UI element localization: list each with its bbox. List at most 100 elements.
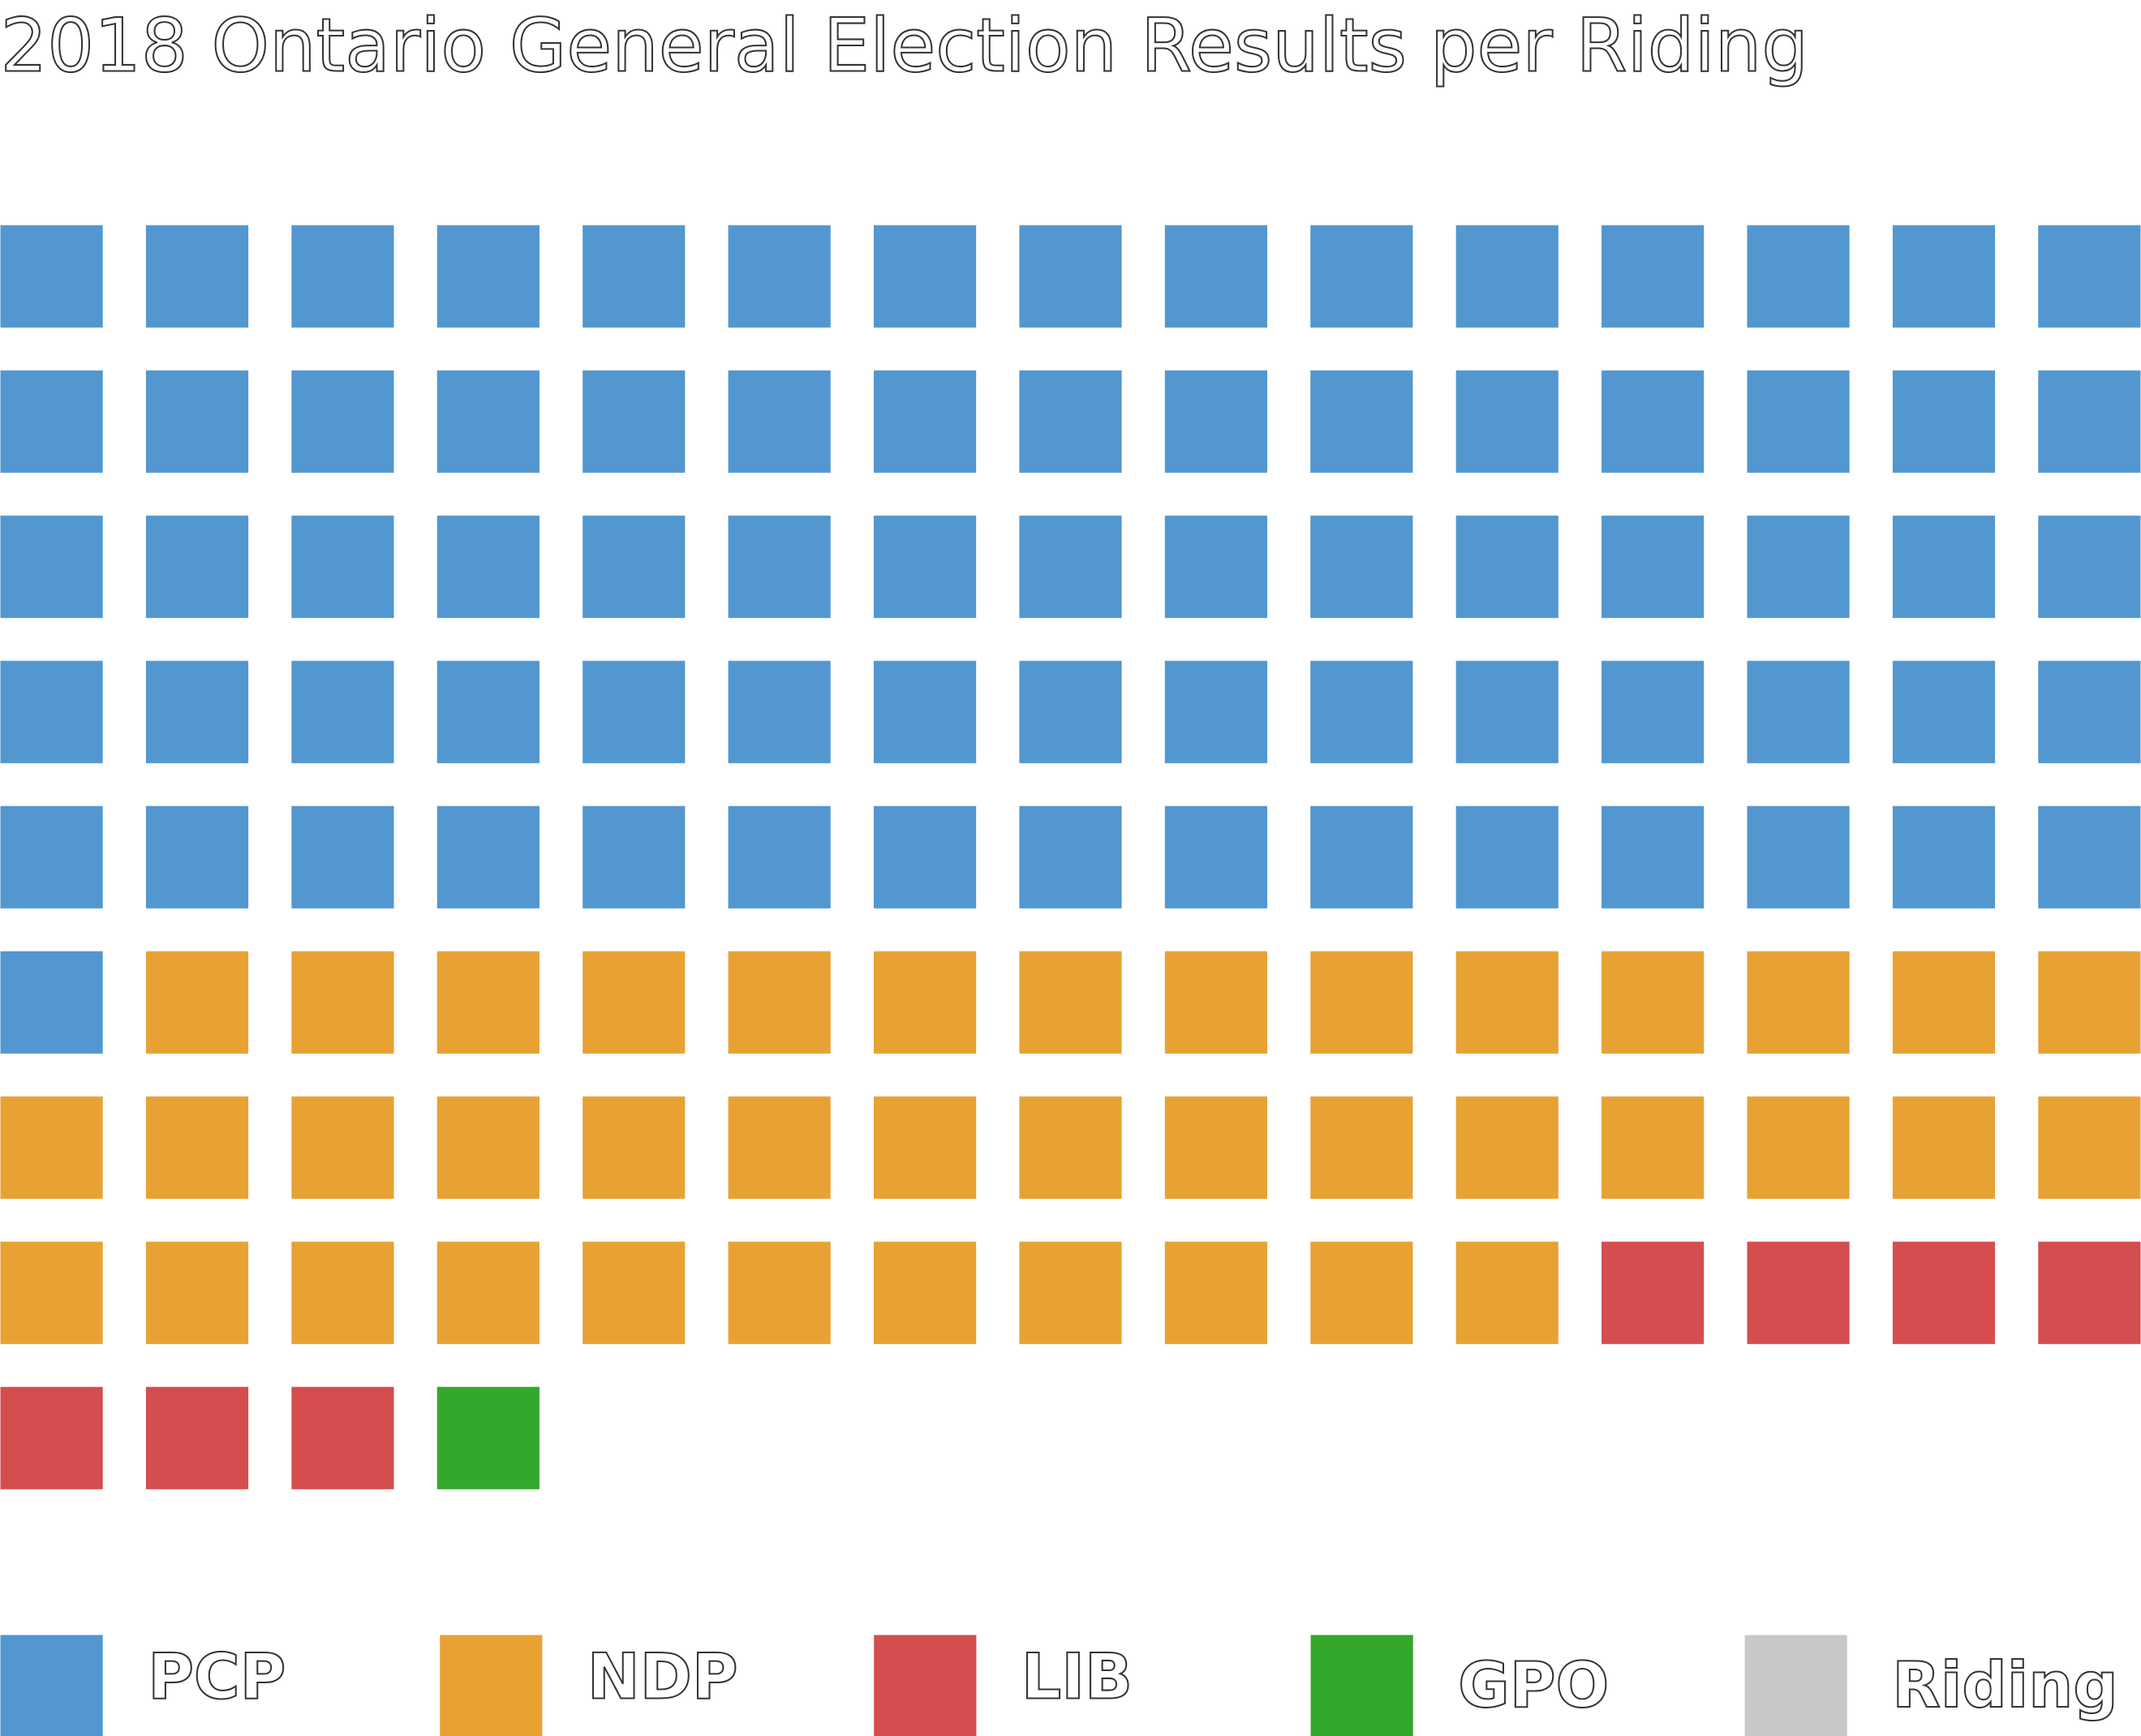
waffle-cell: [2038, 225, 2141, 328]
waffle-cell: [583, 515, 686, 618]
waffle-cell: [1892, 806, 1996, 909]
waffle-cell: [1019, 1096, 1122, 1199]
waffle-cell: [145, 1241, 249, 1344]
waffle-cell: [1164, 1096, 1268, 1199]
waffle-cell: [1310, 1096, 1413, 1199]
waffle-cell: [2038, 660, 2141, 763]
waffle-cell: [728, 806, 831, 909]
waffle-cell: [1747, 1096, 1850, 1199]
waffle-cell: [436, 951, 540, 1054]
waffle-cell: [1892, 225, 1996, 328]
waffle-cell: [1164, 515, 1268, 618]
waffle-cell: [1164, 370, 1268, 473]
waffle-cell: [583, 1096, 686, 1199]
waffle-cell: [583, 951, 686, 1054]
waffle-cell: [1601, 1096, 1705, 1199]
waffle-cell: [0, 515, 103, 618]
waffle-cell: [291, 370, 394, 473]
waffle-cell: [1164, 660, 1268, 763]
waffle-cell: [1601, 225, 1705, 328]
waffle-cell: [2038, 806, 2141, 909]
waffle-cell: [728, 951, 831, 1054]
waffle-cell: [1310, 225, 1413, 328]
waffle-cell: [0, 1241, 103, 1344]
waffle-cell: [291, 515, 394, 618]
waffle-cell: [1892, 660, 1996, 763]
waffle-cell: [2038, 1096, 2141, 1199]
waffle-cell: [1164, 1241, 1268, 1344]
waffle-cell: [0, 806, 103, 909]
waffle-cell: [145, 225, 249, 328]
waffle-cell: [728, 1096, 831, 1199]
waffle-cell: [291, 951, 394, 1054]
waffle-cell: [1019, 370, 1122, 473]
waffle-cell: [0, 1096, 103, 1199]
waffle-cell: [583, 225, 686, 328]
waffle-cell: [1310, 660, 1413, 763]
waffle-cell: [145, 660, 249, 763]
waffle-cell: [436, 1386, 540, 1489]
waffle-cell: [728, 1241, 831, 1344]
waffle-cell: [436, 660, 540, 763]
waffle-cell: [1310, 1241, 1413, 1344]
waffle-cell: [0, 225, 103, 328]
chart-title: 2018 Ontario General Election Results pe…: [1, 3, 1809, 88]
waffle-cell: [436, 370, 540, 473]
waffle-cell: [583, 806, 686, 909]
waffle-cell: [0, 951, 103, 1054]
waffle-cell: [873, 1241, 977, 1344]
waffle-cell: [1164, 806, 1268, 909]
waffle-cell: [1747, 1241, 1850, 1344]
waffle-cell: [1601, 370, 1705, 473]
waffle-cell: [1747, 515, 1850, 618]
waffle-cell: [1310, 806, 1413, 909]
waffle-cell: [1019, 1241, 1122, 1344]
waffle-cell: [583, 370, 686, 473]
waffle-cell: [1601, 1241, 1705, 1344]
waffle-cell: [291, 1386, 394, 1489]
waffle-cell: [1747, 806, 1850, 909]
waffle-cell: [873, 951, 977, 1054]
waffle-cell: [1892, 951, 1996, 1054]
legend-swatch: [874, 1635, 977, 1736]
waffle-cell: [1164, 951, 1268, 1054]
waffle-cell: [1892, 1096, 1996, 1199]
waffle-cell: [1310, 951, 1413, 1054]
waffle-cell: [728, 515, 831, 618]
waffle-cell: [1892, 1241, 1996, 1344]
waffle-cell: [145, 515, 249, 618]
waffle-cell: [2038, 951, 2141, 1054]
waffle-cell: [1455, 515, 1558, 618]
waffle-cell: [873, 370, 977, 473]
waffle-cell: [1747, 225, 1850, 328]
waffle-cell: [2038, 370, 2141, 473]
waffle-cell: [1892, 515, 1996, 618]
waffle-cell: [1601, 806, 1705, 909]
waffle-cell: [1455, 660, 1558, 763]
legend-swatch: [0, 1635, 103, 1736]
waffle-cell: [1747, 951, 1850, 1054]
waffle-cell: [291, 660, 394, 763]
waffle-cell: [1310, 370, 1413, 473]
waffle-cell: [1601, 515, 1705, 618]
waffle-cell: [728, 225, 831, 328]
waffle-cell: [873, 660, 977, 763]
waffle-cell: [583, 1241, 686, 1344]
legend-swatch: [1310, 1635, 1413, 1736]
waffle-cell: [0, 660, 103, 763]
waffle-cell: [728, 660, 831, 763]
waffle-cell: [1455, 1241, 1558, 1344]
waffle-cell: [873, 225, 977, 328]
waffle-cell: [1019, 951, 1122, 1054]
legend-label: GPO: [1458, 1649, 1609, 1722]
waffle-cell: [1747, 370, 1850, 473]
waffle-cell: [873, 806, 977, 909]
waffle-cell: [873, 515, 977, 618]
waffle-cell: [2038, 1241, 2141, 1344]
waffle-cell: [1455, 1096, 1558, 1199]
waffle-cell: [145, 370, 249, 473]
waffle-cell: [1601, 951, 1705, 1054]
waffle-cell: [436, 806, 540, 909]
waffle-cell: [291, 1096, 394, 1199]
